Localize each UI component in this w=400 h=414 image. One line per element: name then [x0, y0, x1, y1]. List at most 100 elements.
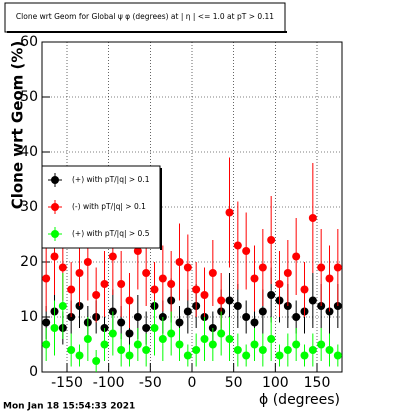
data-point: [325, 346, 334, 354]
data-point: [183, 351, 192, 360]
data-point: [42, 340, 51, 349]
legend-label: (-) with pT/|q| > 0.1: [72, 202, 146, 211]
data-point: [83, 335, 92, 343]
data-point: [117, 346, 126, 354]
data-point: [183, 263, 192, 272]
legend-label: (+) with pT/|q| > 0.1: [72, 175, 150, 184]
data-point: [333, 351, 342, 360]
data-point: [50, 252, 59, 261]
data-point: [233, 241, 242, 250]
data-point: [300, 351, 309, 360]
data-point: [142, 346, 151, 354]
x-tick-label: 150: [304, 375, 331, 391]
data-point: [142, 324, 151, 332]
y-tick-label: 30: [20, 199, 38, 215]
data-point: [233, 302, 242, 310]
legend-marker: [51, 176, 59, 184]
legend-label: (+) with pT/|q| > 0.5: [72, 229, 150, 238]
data-point: [225, 208, 234, 217]
data-point: [242, 351, 251, 360]
data-point: [267, 291, 276, 299]
data-point: [325, 274, 334, 283]
data-point: [275, 280, 284, 288]
data-point: [42, 274, 51, 283]
data-point: [175, 318, 184, 327]
data-point: [233, 346, 242, 354]
data-point: [142, 269, 151, 277]
data-point: [250, 318, 259, 327]
data-point: [108, 329, 117, 338]
x-tick-label: -150: [51, 375, 83, 391]
data-point: [317, 340, 326, 349]
data-point: [300, 285, 309, 294]
data-point: [133, 340, 142, 349]
data-point: [150, 324, 159, 332]
data-point: [92, 291, 101, 299]
data-point: [258, 263, 267, 272]
x-tick-label: 100: [262, 375, 289, 391]
chart-title: Clone wrt Geom for Global ψ φ (degrees) …: [16, 12, 274, 21]
x-axis-label: ϕ (degrees): [259, 392, 340, 408]
data-point: [225, 335, 234, 343]
data-point: [100, 280, 109, 288]
title-shadow: [7, 31, 287, 33]
title-box: [4, 2, 286, 33]
data-point: [75, 351, 84, 360]
data-point: [167, 280, 176, 288]
data-point: [250, 274, 259, 283]
y-tick-label: 50: [20, 89, 38, 105]
data-point: [267, 335, 276, 343]
data-point: [125, 296, 134, 305]
timestamp: Mon Jan 18 15:54:33 2021: [3, 402, 135, 412]
y-tick-label: 40: [20, 144, 38, 160]
data-point: [125, 329, 134, 338]
x-tick-label: 50: [225, 375, 243, 391]
data-point: [75, 269, 84, 277]
data-point: [283, 346, 292, 354]
data-point: [133, 247, 142, 255]
data-point: [67, 285, 76, 294]
data-point: [150, 285, 159, 294]
data-point: [175, 258, 184, 266]
data-point: [292, 252, 301, 261]
data-point: [283, 269, 292, 277]
y-axis-label: Clone wrt Geom (%): [9, 41, 27, 210]
data-point: [42, 318, 51, 327]
data-point: [67, 346, 76, 354]
data-point: [175, 340, 184, 349]
data-point: [158, 274, 167, 283]
y-tick-label: 60: [20, 34, 38, 50]
data-point: [133, 313, 142, 321]
data-point: [308, 346, 317, 354]
data-point: [208, 340, 217, 349]
data-point: [58, 263, 67, 272]
y-tick-label: 0: [29, 364, 38, 380]
legend-marker: [51, 230, 59, 238]
data-point: [58, 302, 67, 310]
data-point: [292, 313, 301, 321]
data-point: [250, 340, 259, 349]
data-point: [317, 263, 326, 272]
data-point: [192, 346, 201, 354]
data-point: [308, 214, 317, 222]
x-tick-label: -100: [93, 375, 125, 391]
data-point: [333, 263, 342, 272]
data-point: [125, 351, 134, 360]
x-tick-label: 0: [188, 375, 197, 391]
data-point: [183, 307, 192, 316]
data-point: [225, 296, 234, 305]
data-point: [192, 285, 201, 294]
data-point: [275, 351, 284, 360]
data-point: [242, 313, 251, 321]
data-point: [158, 335, 167, 343]
data-point: [100, 340, 109, 349]
y-tick-label: 10: [20, 309, 38, 325]
x-tick-label: -50: [139, 375, 162, 391]
data-point: [217, 329, 226, 338]
data-point: [242, 247, 251, 255]
data-point: [108, 252, 117, 261]
data-point: [200, 291, 209, 299]
data-point: [83, 258, 92, 266]
data-point: [258, 346, 267, 354]
